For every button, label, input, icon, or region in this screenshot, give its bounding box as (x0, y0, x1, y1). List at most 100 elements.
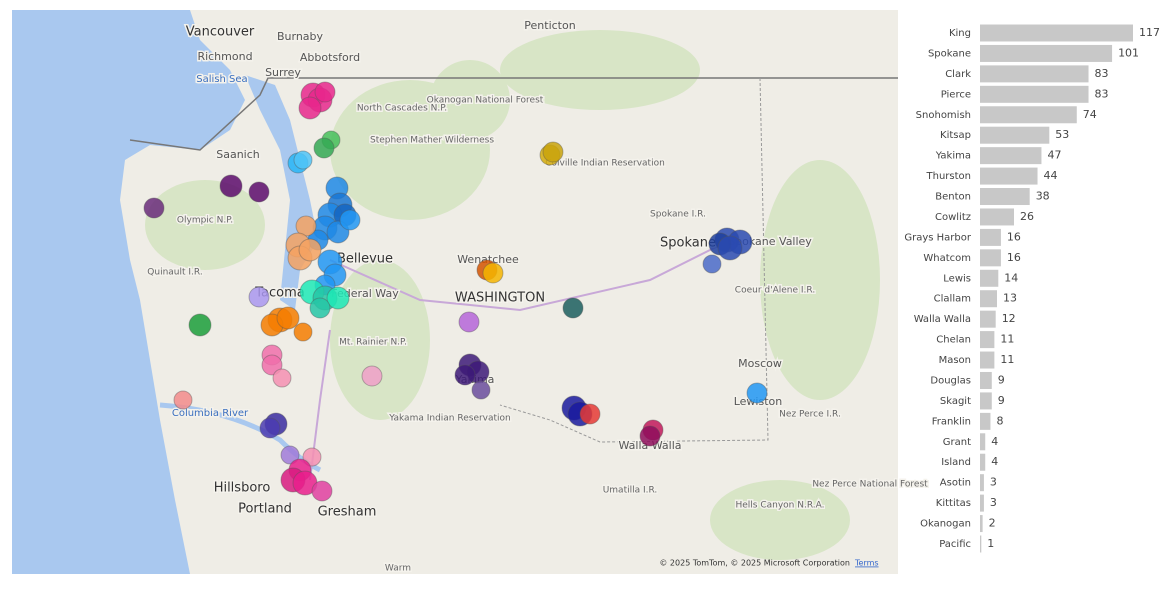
county-dot (471, 380, 491, 400)
value-label: 4 (991, 455, 998, 468)
value-label: 8 (996, 414, 1003, 427)
bar (980, 269, 999, 287)
map-label: Hells Canyon N.R.A. (735, 501, 824, 511)
category-label: King (949, 28, 971, 39)
category-label: Grant (943, 437, 971, 448)
bar (980, 249, 1001, 267)
bar (980, 106, 1077, 124)
bar (980, 126, 1050, 144)
map-label: North Cascades N.P. (357, 104, 447, 114)
map-label: WASHINGTON (455, 291, 545, 306)
county-dot (579, 403, 601, 425)
category-label: Yakima (935, 151, 971, 162)
bar (980, 24, 1133, 42)
map-label: Spokane I.R. (650, 210, 706, 220)
value-label: 2 (989, 517, 996, 530)
county-dot (259, 417, 281, 439)
category-label: Douglas (930, 375, 971, 386)
map-label: Moscow (738, 357, 782, 370)
map-label: Penticton (524, 19, 575, 32)
map-label: Abbotsford (300, 51, 360, 64)
bar (980, 167, 1038, 185)
value-label: 9 (998, 394, 1005, 407)
map-label: Bellevue (337, 252, 393, 267)
category-label: Clark (945, 69, 971, 80)
county-dot (248, 286, 270, 308)
value-label: 9 (998, 373, 1005, 386)
category-label: Island (941, 457, 971, 468)
category-label: Pierce (941, 89, 971, 100)
value-label: 3 (990, 476, 997, 489)
map-label: Wenatchee (457, 253, 519, 266)
map-label: Saanich (216, 148, 260, 161)
map-label: Portland (238, 502, 292, 517)
category-label: Skagit (940, 396, 971, 407)
map-label: Quinault I.R. (147, 268, 202, 278)
value-label: 26 (1020, 210, 1034, 223)
category-label: Asotin (940, 478, 971, 489)
ocean (12, 10, 245, 574)
county-dot (188, 313, 212, 337)
value-label: 13 (1003, 292, 1017, 305)
value-label: 101 (1118, 46, 1139, 59)
category-label: Whatcom (923, 253, 971, 264)
bar (980, 412, 991, 430)
value-label: 4 (991, 435, 998, 448)
bar (980, 290, 997, 308)
bar (980, 453, 986, 471)
map-label: Okanogan National Forest (427, 96, 544, 106)
bar (980, 65, 1089, 83)
county-dot (302, 447, 322, 467)
county-dot (361, 365, 383, 387)
county-dot (454, 364, 476, 386)
bar (980, 85, 1089, 103)
value-label: 74 (1083, 108, 1097, 121)
county-dot (219, 174, 243, 198)
county-dot (458, 311, 480, 333)
county-dot (309, 297, 331, 319)
map-label: Hillsboro (214, 481, 271, 496)
forest-areas (145, 30, 880, 560)
county-dot (248, 181, 270, 203)
county-dot (639, 425, 661, 447)
category-label: Pacific (939, 539, 971, 550)
value-label: 47 (1047, 149, 1061, 162)
value-label: 3 (990, 496, 997, 509)
county-dot (314, 81, 336, 103)
category-label: Cowlitz (935, 212, 971, 223)
category-label: Okanogan (920, 519, 971, 530)
county-dot (298, 96, 322, 120)
bar (980, 310, 996, 328)
category-label: Chelan (936, 335, 971, 346)
category-label: Clallam (934, 294, 971, 305)
category-label: Thurston (926, 171, 971, 182)
county-dot (261, 354, 283, 376)
county-dot (298, 238, 322, 262)
category-label: Walla Walla (914, 314, 971, 325)
bar (980, 494, 984, 512)
county-dot (717, 235, 743, 261)
value-label: 83 (1095, 87, 1109, 100)
county-dot (702, 254, 722, 274)
bar (980, 474, 984, 492)
value-label: 14 (1004, 271, 1018, 284)
value-label: 12 (1002, 312, 1016, 325)
map-label: Warm (385, 564, 411, 574)
terms-link[interactable]: Terms (854, 559, 879, 568)
bar (980, 371, 992, 389)
county-dot (295, 215, 317, 237)
category-label: Benton (935, 192, 971, 203)
category-label: Franklin (932, 416, 971, 427)
bar (980, 147, 1042, 165)
map-label: Gresham (318, 505, 377, 520)
category-label: Mason (939, 355, 971, 366)
map-label: Spokane (660, 236, 716, 251)
category-label: Snohomish (916, 110, 971, 121)
bar (980, 535, 982, 553)
value-label: 38 (1036, 190, 1050, 203)
map-label: Umatilla I.R. (603, 486, 658, 496)
category-label: Kitsap (940, 130, 971, 141)
value-label: 16 (1007, 251, 1021, 264)
county-dot (326, 286, 350, 310)
